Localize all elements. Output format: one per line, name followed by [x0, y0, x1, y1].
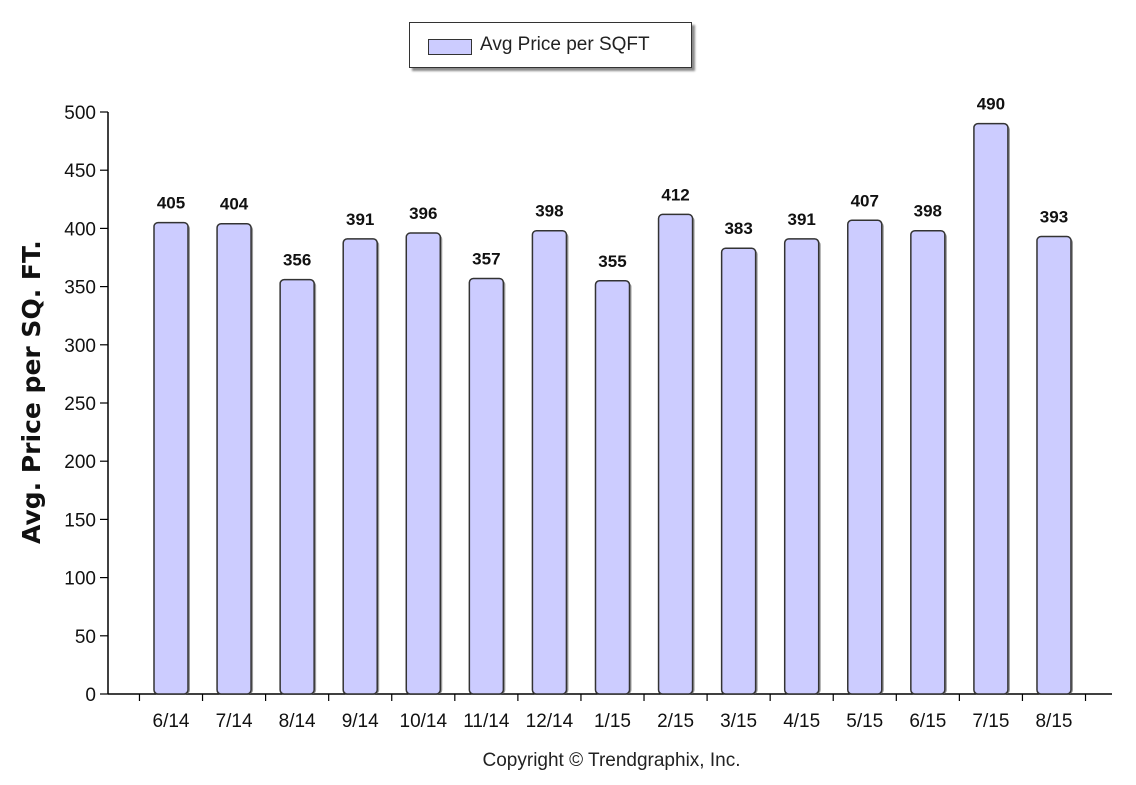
bar	[910, 229, 946, 695]
bar	[279, 278, 315, 695]
bar	[342, 238, 378, 695]
x-tick-label: 3/15	[720, 711, 757, 732]
data-label: 356	[283, 251, 311, 270]
y-tick-label: 450	[64, 161, 96, 182]
data-label: 412	[661, 185, 689, 204]
data-label: 391	[788, 210, 816, 229]
x-tick-label: 8/14	[279, 711, 316, 732]
data-label: 405	[157, 194, 185, 213]
data-label: 355	[598, 252, 626, 271]
data-label: 393	[1040, 208, 1068, 227]
x-tick-label: 5/15	[846, 711, 883, 732]
x-tick-label: 7/15	[972, 711, 1009, 732]
bar	[594, 280, 631, 695]
y-tick-label: 250	[64, 394, 96, 415]
y-tick-label: 300	[64, 336, 96, 357]
x-tick-label: 6/14	[153, 711, 190, 732]
y-tick-label: 500	[64, 103, 96, 124]
bar	[468, 277, 505, 695]
data-label: 407	[851, 191, 879, 210]
data-label: 383	[724, 219, 752, 238]
legend-label: Avg Price per SQFT	[480, 34, 650, 55]
x-tick-label: 6/15	[909, 711, 946, 732]
copyright-text: Copyright © Trendgraphix, Inc.	[482, 750, 741, 771]
bar	[216, 222, 252, 695]
bar	[847, 219, 883, 695]
y-tick-label: 0	[85, 685, 96, 706]
x-tick-label: 4/15	[783, 711, 820, 732]
bar	[720, 247, 757, 695]
x-tick-label: 10/14	[400, 711, 448, 732]
x-tick-label: 9/14	[342, 711, 379, 732]
bar	[783, 238, 820, 695]
y-tick-label: 50	[75, 627, 96, 648]
x-tick-label: 11/14	[463, 711, 510, 732]
bar	[405, 232, 442, 695]
x-tick-label: 1/15	[594, 711, 631, 732]
x-tick-label: 8/15	[1035, 711, 1072, 732]
data-label: 404	[220, 195, 249, 214]
bar	[657, 213, 694, 695]
x-tick-label: 7/14	[216, 711, 253, 732]
y-tick-label: 150	[64, 510, 96, 531]
legend: Avg Price per SQFT	[409, 22, 692, 68]
y-tick-label: 100	[64, 569, 96, 590]
legend-swatch	[428, 39, 472, 55]
y-tick-label: 350	[64, 278, 96, 299]
bar	[973, 122, 1009, 695]
data-label: 490	[977, 95, 1005, 114]
y-tick-label: 400	[64, 219, 96, 240]
bar	[1036, 235, 1072, 695]
data-label: 398	[914, 202, 942, 221]
y-tick-label: 200	[64, 452, 96, 473]
x-tick-label: 2/15	[657, 711, 694, 732]
data-label: 391	[346, 210, 374, 229]
data-label: 398	[535, 202, 563, 221]
bar	[153, 221, 189, 695]
bar	[531, 229, 568, 695]
x-tick-label: 12/14	[526, 711, 574, 732]
data-label: 357	[472, 249, 500, 268]
data-label: 396	[409, 204, 437, 223]
